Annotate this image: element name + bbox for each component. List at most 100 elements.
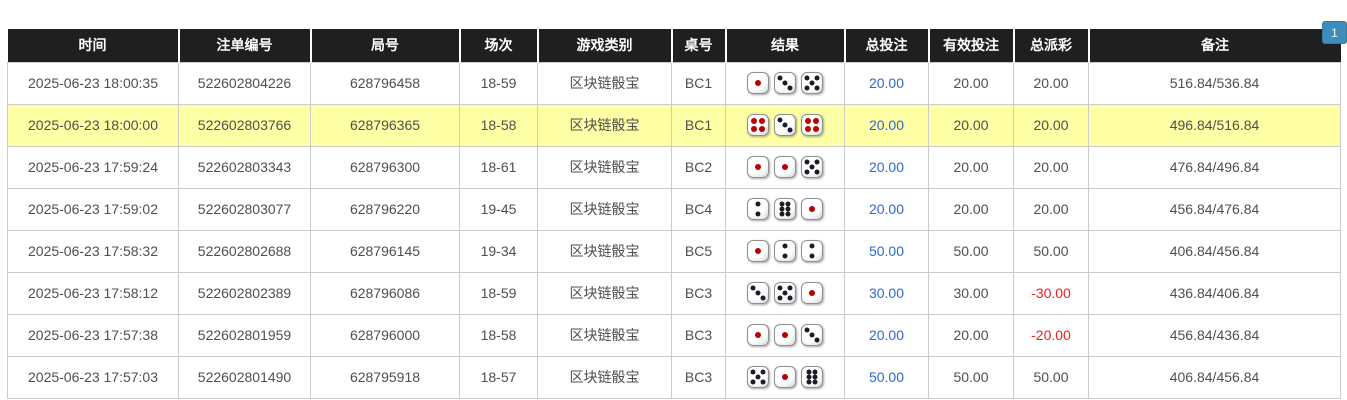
total-bet-link[interactable]: 20.00 <box>868 159 905 175</box>
table-row: 2025-06-23 17:59:02 522602803077 6287962… <box>7 187 1341 231</box>
total-bet-link[interactable]: 20.00 <box>868 327 905 343</box>
cell-game-type: 区块链骰宝 <box>537 271 672 315</box>
cell-bet-id: 522602801959 <box>178 313 311 357</box>
cell-valid-bet: 20.00 <box>928 145 1014 189</box>
cell-remark: 476.84/496.84 <box>1088 145 1341 189</box>
cell-game-type: 区块链骰宝 <box>537 313 672 357</box>
die-4-icon <box>747 114 769 136</box>
die-1-icon <box>747 240 769 262</box>
table-row: 2025-06-23 17:59:24 522602803343 6287963… <box>7 145 1341 189</box>
col-header-game-type: 游戏类别 <box>537 29 673 62</box>
cell-payout: 50.00 <box>1013 355 1089 399</box>
die-3-icon <box>774 72 796 94</box>
cell-game-type: 区块链骰宝 <box>537 187 672 231</box>
cell-table-id: BC2 <box>671 145 726 189</box>
cell-bet-id: 522602803077 <box>178 187 311 231</box>
cell-result <box>725 187 845 231</box>
cell-payout: 20.00 <box>1013 103 1089 147</box>
table-header-row: 时间 注单编号 局号 场次 游戏类别 桌号 结果 总投注 有效投注 总派彩 备注 <box>7 29 1341 62</box>
cell-total-bet: 20.00 <box>844 145 929 189</box>
dice-result <box>726 366 844 388</box>
cell-table-id: BC1 <box>671 61 726 105</box>
cell-total-bet: 20.00 <box>844 313 929 357</box>
cell-total-bet: 20.00 <box>844 187 929 231</box>
dice-result <box>726 156 844 178</box>
cell-valid-bet: 30.00 <box>928 271 1014 315</box>
cell-time: 2025-06-23 17:57:38 <box>7 313 179 357</box>
cell-remark: 456.84/436.84 <box>1088 313 1341 357</box>
die-3-icon <box>774 114 796 136</box>
table-body: 2025-06-23 18:00:35 522602804226 6287964… <box>7 61 1341 399</box>
cell-bet-id: 522602803343 <box>178 145 311 189</box>
dice-result <box>726 198 844 220</box>
die-1-icon <box>774 156 796 178</box>
cell-result <box>725 61 845 105</box>
dice-result <box>726 114 844 136</box>
cell-round-id: 628796086 <box>310 271 460 315</box>
die-4-icon <box>801 114 823 136</box>
cell-remark: 436.84/406.84 <box>1088 271 1341 315</box>
total-bet-link[interactable]: 20.00 <box>868 75 905 91</box>
cell-table-id: BC3 <box>671 313 726 357</box>
die-5-icon <box>774 282 796 304</box>
pagination-page-1-button[interactable]: 1 <box>1322 21 1347 44</box>
die-2-icon <box>801 240 823 262</box>
cell-session: 19-34 <box>459 229 538 273</box>
die-1-icon <box>801 282 823 304</box>
cell-table-id: BC4 <box>671 187 726 231</box>
total-bet-link[interactable]: 20.00 <box>868 201 905 217</box>
die-3-icon <box>801 324 823 346</box>
cell-result <box>725 103 845 147</box>
table-row: 2025-06-23 17:57:38 522602801959 6287960… <box>7 313 1341 357</box>
table-row: 2025-06-23 17:58:12 522602802389 6287960… <box>7 271 1341 315</box>
cell-total-bet: 20.00 <box>844 103 929 147</box>
cell-session: 19-45 <box>459 187 538 231</box>
cell-game-type: 区块链骰宝 <box>537 355 672 399</box>
die-1-icon <box>747 156 769 178</box>
cell-session: 18-58 <box>459 313 538 357</box>
cell-time: 2025-06-23 17:59:24 <box>7 145 179 189</box>
cell-table-id: BC3 <box>671 355 726 399</box>
cell-remark: 496.84/516.84 <box>1088 103 1341 147</box>
cell-bet-id: 522602802688 <box>178 229 311 273</box>
die-6-icon <box>801 366 823 388</box>
cell-session: 18-59 <box>459 61 538 105</box>
col-header-time: 时间 <box>7 29 180 62</box>
table-row: 2025-06-23 17:57:03 522602801490 6287959… <box>7 355 1341 399</box>
cell-result <box>725 271 845 315</box>
cell-valid-bet: 50.00 <box>928 229 1014 273</box>
cell-round-id: 628796145 <box>310 229 460 273</box>
cell-valid-bet: 20.00 <box>928 187 1014 231</box>
col-header-result: 结果 <box>725 29 846 62</box>
total-bet-link[interactable]: 50.00 <box>868 243 905 259</box>
die-2-icon <box>774 240 796 262</box>
cell-valid-bet: 50.00 <box>928 355 1014 399</box>
col-header-valid-bet: 有效投注 <box>928 29 1015 62</box>
cell-bet-id: 522602802389 <box>178 271 311 315</box>
cell-result <box>725 229 845 273</box>
cell-time: 2025-06-23 17:59:02 <box>7 187 179 231</box>
dice-result <box>726 240 844 262</box>
total-bet-link[interactable]: 20.00 <box>868 117 905 133</box>
col-header-session: 场次 <box>459 29 539 62</box>
cell-total-bet: 20.00 <box>844 61 929 105</box>
col-header-table-id: 桌号 <box>671 29 727 62</box>
cell-bet-id: 522602801490 <box>178 355 311 399</box>
die-5-icon <box>747 366 769 388</box>
col-header-round-id: 局号 <box>310 29 461 62</box>
total-bet-link[interactable]: 50.00 <box>868 369 905 385</box>
cell-remark: 406.84/456.84 <box>1088 355 1341 399</box>
cell-round-id: 628796365 <box>310 103 460 147</box>
cell-game-type: 区块链骰宝 <box>537 61 672 105</box>
cell-session: 18-57 <box>459 355 538 399</box>
cell-time: 2025-06-23 17:58:12 <box>7 271 179 315</box>
bet-records-table: 时间 注单编号 局号 场次 游戏类别 桌号 结果 总投注 有效投注 总派彩 备注… <box>7 29 1341 399</box>
cell-time: 2025-06-23 17:58:32 <box>7 229 179 273</box>
cell-valid-bet: 20.00 <box>928 103 1014 147</box>
cell-table-id: BC1 <box>671 103 726 147</box>
cell-payout: 50.00 <box>1013 229 1089 273</box>
total-bet-link[interactable]: 30.00 <box>868 285 905 301</box>
cell-round-id: 628796458 <box>310 61 460 105</box>
cell-round-id: 628796300 <box>310 145 460 189</box>
cell-payout: -30.00 <box>1013 271 1089 315</box>
